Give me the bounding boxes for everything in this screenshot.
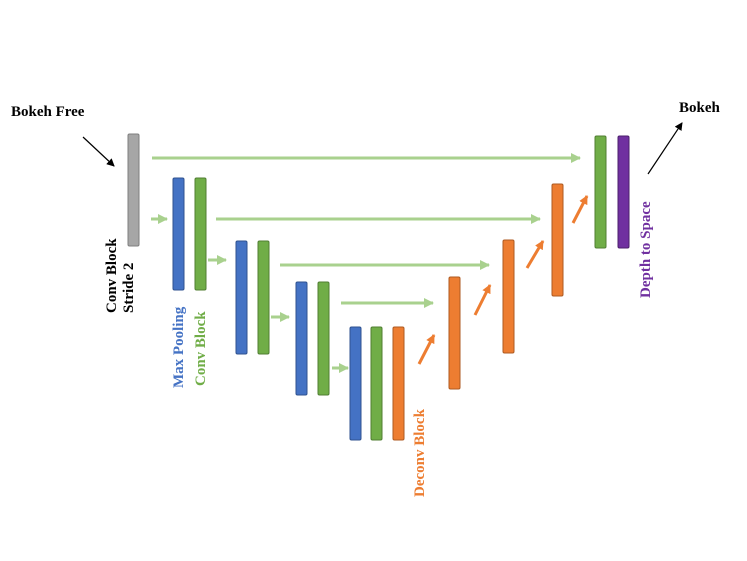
depth-to-space-label: Depth to Space [638,201,654,298]
max-pooling-label: Max Pooling [171,306,187,388]
deconv-block-3 [502,239,515,354]
up-arrow-1 [417,334,436,365]
deconv-block-2 [448,276,461,390]
input-label: Bokeh Free [11,104,85,120]
output-label: Bokeh [679,100,721,116]
up-arrow-2 [473,284,492,316]
max-pooling-block-3 [295,281,308,396]
up-arrow-4 [571,195,589,224]
depth-to-space-block [617,135,630,249]
conv-stride-label-line2: Stride 2 [121,263,137,313]
conv-stride-block [127,133,140,247]
conv-block-3 [317,281,330,396]
conv-block-2 [257,240,270,355]
conv-block-1 [194,177,207,291]
output-arrow [647,122,683,175]
deconv-block-label: Deconv Block [412,408,428,497]
max-pooling-block-1 [172,177,185,291]
conv-stride-label-line1: Conv Block [104,238,120,313]
up-arrow-3 [525,240,545,269]
conv-block-4 [370,326,383,441]
max-pooling-block-4 [349,326,362,441]
conv-block-label: Conv Block [193,311,209,386]
deconv-block-1 [392,326,405,441]
conv-block-5 [594,135,607,249]
max-pooling-block-2 [235,240,248,355]
input-arrow [82,136,115,167]
deconv-block-4 [551,183,564,297]
